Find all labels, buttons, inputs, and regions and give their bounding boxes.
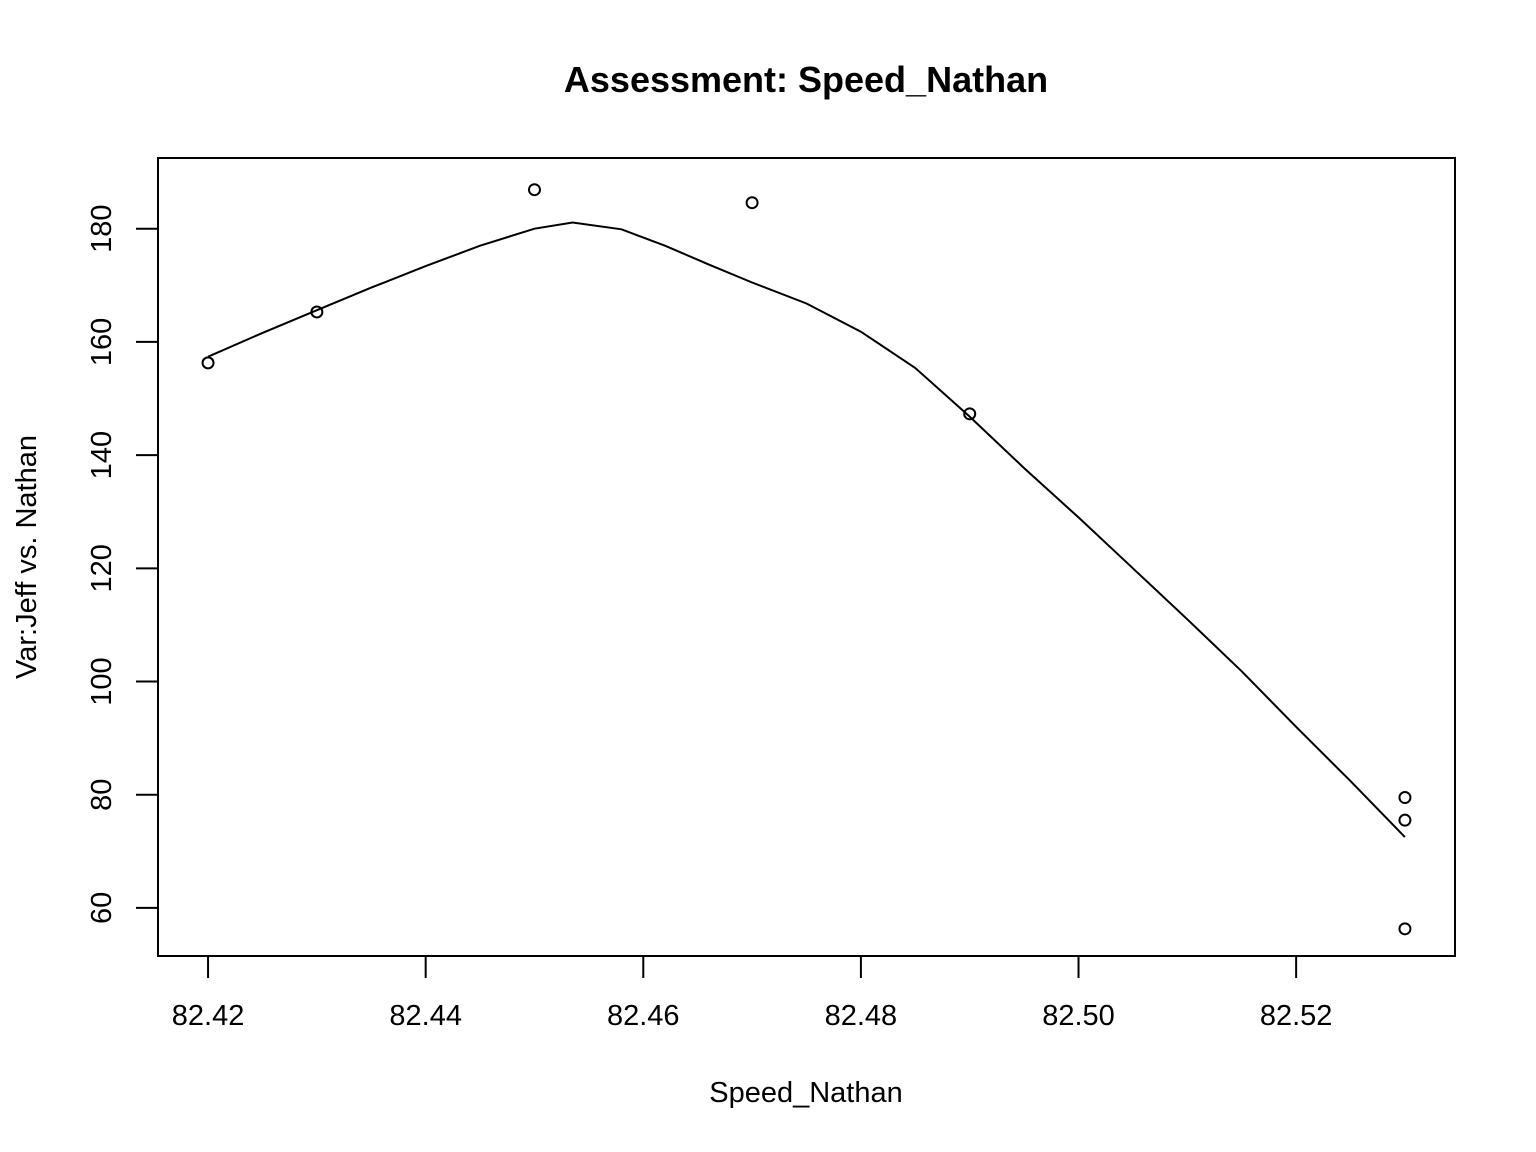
smooth-line [207,221,1406,838]
data-point [201,356,215,370]
data-point [527,183,541,197]
x-axis-label: Speed_Nathan [709,1077,903,1109]
data-point [745,196,759,210]
data-point [963,407,977,421]
y-tick-label: 160 [86,318,118,366]
x-tick-label: 82.46 [607,1000,680,1032]
data-point [1398,922,1412,936]
x-tick-label: 82.48 [825,1000,898,1032]
data-point [310,305,324,319]
data-point [1398,791,1412,805]
plot-frame [157,157,1456,957]
x-tick-label: 82.42 [172,1000,245,1032]
y-axis: 60 80 100 120 140 160 180 [86,205,158,924]
x-tick-label: 82.52 [1260,1000,1333,1032]
y-tick-label: 100 [86,657,118,705]
y-tick-label: 140 [86,431,118,479]
y-tick-label: 120 [86,544,118,592]
x-tick-label: 82.44 [389,1000,462,1032]
y-tick-label: 60 [86,892,118,924]
data-point [1398,813,1412,827]
data-points [201,183,1412,936]
x-tick-label: 82.50 [1042,1000,1115,1032]
y-tick-label: 80 [86,779,118,811]
y-tick-label: 180 [86,205,118,253]
chart-title: Assessment: Speed_Nathan [564,59,1048,100]
x-axis: 82.42 82.44 82.46 82.48 82.50 82.52 [172,956,1333,1032]
y-axis-label: Var:Jeff vs. Nathan [11,435,43,679]
